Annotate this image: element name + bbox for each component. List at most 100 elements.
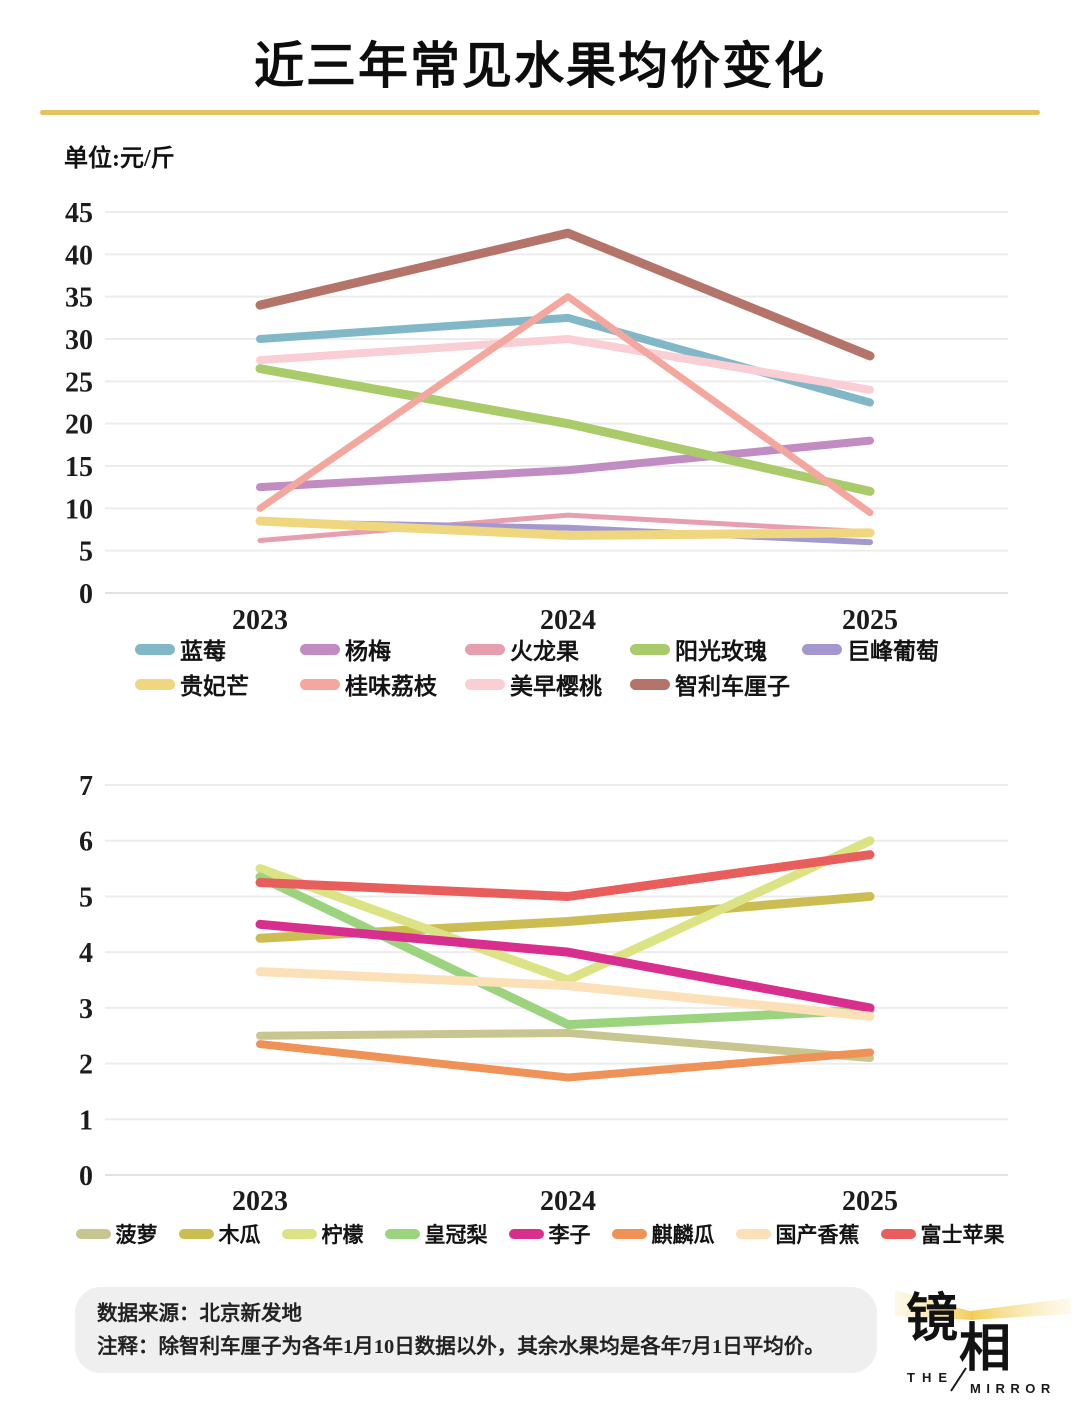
- legend-swatch-icon: [611, 1229, 647, 1239]
- y-tick-label: 6: [79, 827, 93, 858]
- legend-item: 菠萝: [75, 1221, 158, 1247]
- legend-label: 李子: [548, 1223, 591, 1247]
- legend-item: 富士苹果: [880, 1221, 1005, 1247]
- y-tick-label: 25: [65, 367, 93, 398]
- legend-item: 桂味荔枝: [300, 671, 465, 699]
- legend-item: 巨峰葡萄: [802, 636, 939, 664]
- legend-item: 火龙果: [465, 636, 630, 664]
- legend-swatch-icon: [465, 643, 505, 655]
- legend-item: 麒麟瓜: [611, 1221, 715, 1247]
- y-tick-label: 10: [65, 494, 93, 525]
- y-tick-label: 0: [79, 579, 93, 610]
- legend-label: 菠萝: [115, 1223, 158, 1247]
- series-line-菠萝: [256, 1028, 874, 1063]
- series-line-富士苹果: [255, 850, 875, 901]
- y-tick-label: 20: [65, 410, 93, 441]
- series-line-桂味荔枝: [256, 293, 874, 517]
- unit-label: 单位:元/斤: [64, 146, 175, 172]
- series-line-火龙果: [257, 512, 873, 544]
- logo-char-bottom: 相: [959, 1320, 1011, 1378]
- series-line-贵妃芒: [255, 516, 875, 540]
- title-divider: [40, 110, 1040, 115]
- legend-swatch-icon: [508, 1229, 544, 1239]
- series-line-蓝莓: [256, 313, 874, 407]
- legend-item: 贵妃芒: [135, 671, 300, 699]
- x-tick-label: 2025: [842, 1186, 898, 1217]
- light-beam-left-icon: [895, 1290, 973, 1320]
- y-tick-label: 5: [79, 882, 93, 913]
- footer-note-box: 数据来源：北京新发地 注释：除智利车厘子为各年1月10日数据以外，其余水果均是各…: [75, 1287, 877, 1373]
- legend-swatch-icon: [802, 643, 842, 655]
- legend-swatch-icon: [178, 1229, 214, 1239]
- legend-swatch-icon: [135, 678, 175, 690]
- note-text: 注释：除智利车厘子为各年1月10日数据以外，其余水果均是各年7月1日平均价。: [97, 1336, 825, 1358]
- logo-char-top: 镜: [906, 1290, 958, 1348]
- legend-label: 杨梅: [345, 639, 391, 664]
- legend-swatch-icon: [630, 643, 670, 655]
- legend-label: 富士苹果: [920, 1223, 1005, 1247]
- page-title: 近三年常见水果均价变化: [254, 38, 826, 94]
- legend-label: 阳光玫瑰: [675, 639, 767, 664]
- line-chart-low-price-fruits: 0 1 2 3 4 5 6 7 2023 2024 2025: [79, 771, 1008, 1217]
- legend-swatch-icon: [384, 1229, 420, 1239]
- mirror-logo: 镜 相 THE MIRROR: [895, 1290, 1071, 1396]
- legend-item: 智利车厘子: [630, 671, 802, 699]
- legend-label: 巨峰葡萄: [847, 639, 939, 664]
- series-line-国产香蕉: [255, 967, 875, 1021]
- series-line-阳光玫瑰: [255, 364, 875, 496]
- legend-label: 蓝莓: [180, 639, 226, 664]
- y-tick-label: 3: [79, 994, 93, 1025]
- legend-label: 火龙果: [510, 639, 579, 664]
- logo-word-the: THE: [907, 1370, 954, 1385]
- legend-high-price: 蓝莓 杨梅 火龙果 阳光玫瑰 巨峰葡萄贵妃芒 桂味荔枝 美早樱桃 智利车厘子: [135, 636, 939, 699]
- legend-label: 美早樱桃: [510, 674, 602, 699]
- legend-label: 麒麟瓜: [651, 1223, 715, 1247]
- legend-swatch-icon: [75, 1229, 111, 1239]
- legend-swatch-icon: [300, 678, 340, 690]
- legend-label: 国产香蕉: [775, 1223, 860, 1247]
- legend-item: 木瓜: [178, 1221, 261, 1247]
- legend-label: 桂味荔枝: [345, 674, 437, 699]
- series-line-智利车厘子: [255, 228, 875, 361]
- light-beam-right-icon: [971, 1298, 1071, 1320]
- x-tick-label: 2023: [232, 1186, 288, 1217]
- legend-swatch-icon: [281, 1229, 317, 1239]
- x-tick-label: 2023: [232, 605, 288, 636]
- legend-swatch-icon: [735, 1229, 771, 1239]
- legend-item: 蓝莓: [135, 636, 300, 664]
- logo-slash-icon: [950, 1367, 967, 1392]
- legend-label: 智利车厘子: [675, 674, 790, 699]
- legend-label: 木瓜: [218, 1223, 261, 1247]
- series-line-皇冠梨: [255, 872, 875, 1030]
- series-line-柠檬: [255, 836, 875, 985]
- legend-swatch-icon: [880, 1229, 916, 1239]
- legend-swatch-icon: [465, 678, 505, 690]
- legend-swatch-icon: [630, 678, 670, 690]
- x-tick-label: 2024: [540, 1186, 596, 1217]
- y-tick-label: 35: [65, 283, 93, 314]
- legend-swatch-icon: [135, 643, 175, 655]
- legend-item: 国产香蕉: [735, 1221, 860, 1247]
- y-tick-label: 45: [65, 198, 93, 229]
- legend-label: 柠檬: [321, 1223, 364, 1247]
- series-line-美早樱桃: [256, 334, 874, 394]
- y-tick-label: 7: [79, 771, 93, 802]
- legend-item: 李子: [508, 1221, 591, 1247]
- legend-low-price: 菠萝 木瓜 柠檬 皇冠梨 李子 麒麟瓜 国产香蕉 富士苹果: [0, 1221, 1080, 1247]
- legend-item: 柠檬: [281, 1221, 364, 1247]
- x-tick-label: 2025: [842, 605, 898, 636]
- data-source-text: 数据来源：北京新发地: [97, 1303, 302, 1325]
- series-line-李子: [255, 919, 875, 1013]
- y-tick-label: 2: [79, 1050, 93, 1081]
- legend-item: 杨梅: [300, 636, 465, 664]
- y-tick-label: 30: [65, 325, 93, 356]
- y-tick-label: 0: [79, 1161, 93, 1192]
- legend-label: 贵妃芒: [180, 674, 249, 699]
- legend-item: 阳光玫瑰: [630, 636, 802, 664]
- y-tick-label: 40: [65, 240, 93, 271]
- legend-item: 皇冠梨: [384, 1221, 488, 1247]
- y-tick-label: 15: [65, 452, 93, 483]
- legend-item: 美早樱桃: [465, 671, 630, 699]
